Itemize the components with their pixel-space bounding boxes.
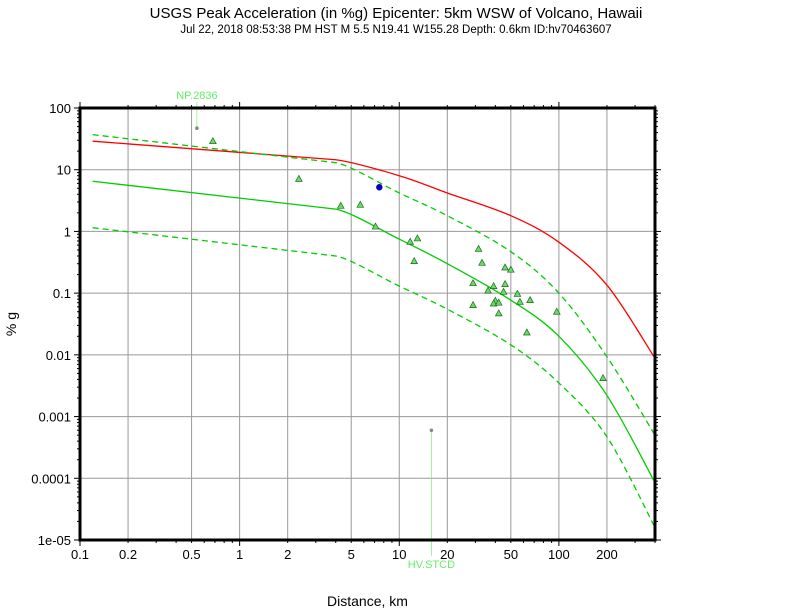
x-axis-label: Distance, km bbox=[327, 593, 408, 609]
x-tick-label: 2 bbox=[284, 547, 291, 562]
curve-median-plus-sigma bbox=[92, 134, 656, 436]
chart-title: USGS Peak Acceleration (in %g) Epicenter… bbox=[149, 5, 643, 22]
station-marker bbox=[410, 256, 419, 264]
flagged-station-point bbox=[429, 428, 434, 433]
station-marker bbox=[526, 295, 534, 303]
station-marker bbox=[406, 237, 415, 245]
station-marker bbox=[552, 307, 561, 315]
y-tick-label: 100 bbox=[49, 101, 71, 116]
station-marker bbox=[336, 201, 345, 209]
station-marker bbox=[294, 174, 303, 182]
station-marker bbox=[469, 278, 477, 287]
plot-frame bbox=[78, 106, 657, 542]
station-marker bbox=[371, 222, 380, 230]
station-marker bbox=[499, 287, 508, 295]
station-marker bbox=[494, 298, 503, 306]
epicenter-point bbox=[376, 184, 383, 191]
station-marker bbox=[599, 373, 607, 381]
y-tick-label: 0.1 bbox=[53, 286, 71, 301]
y-tick-label: 0.0001 bbox=[31, 471, 71, 486]
station-marker bbox=[489, 299, 498, 307]
station-marker bbox=[484, 286, 492, 294]
station-marker bbox=[513, 289, 522, 297]
station-marker bbox=[413, 234, 422, 242]
x-tick-label: 0.5 bbox=[183, 547, 201, 562]
y-tick-label: 1e-05 bbox=[38, 533, 71, 548]
x-tick-label: 50 bbox=[504, 547, 518, 562]
flagged-station-label: HV.STCD bbox=[408, 559, 455, 571]
station-marker bbox=[506, 265, 515, 273]
x-tick-label: 10 bbox=[392, 547, 406, 562]
y-tick-label: 0.001 bbox=[38, 410, 71, 425]
flagged-station-point bbox=[195, 126, 199, 131]
curve-median-minus-sigma bbox=[92, 227, 656, 528]
y-tick-label: 1 bbox=[64, 224, 71, 239]
station-marker bbox=[516, 297, 524, 305]
station-marker bbox=[501, 279, 509, 287]
x-tick-label: 0.2 bbox=[119, 547, 137, 562]
curve-upper-bound-red bbox=[92, 140, 656, 359]
x-tick-label: 0.1 bbox=[71, 547, 89, 562]
flagged-station-label: NP.2836 bbox=[176, 90, 217, 102]
x-tick-label: 200 bbox=[596, 547, 618, 562]
y-tick-label: 10 bbox=[57, 163, 71, 178]
y-tick-label: 0.01 bbox=[46, 348, 71, 363]
x-tick-label: 1 bbox=[236, 547, 243, 562]
x-tick-label: 5 bbox=[348, 547, 355, 562]
curve-median bbox=[92, 180, 656, 483]
y-axis-label: % g bbox=[3, 312, 19, 336]
station-marker bbox=[478, 258, 486, 266]
x-tick-label: 20 bbox=[440, 547, 454, 562]
station-marker bbox=[469, 300, 477, 308]
chart-subtitle: Jul 22, 2018 08:53:38 PM HST M 5.5 N19.4… bbox=[180, 24, 612, 36]
x-tick-label: 100 bbox=[548, 547, 570, 562]
station-marker bbox=[501, 263, 509, 271]
station-marker bbox=[489, 281, 498, 289]
station-marker bbox=[474, 244, 483, 252]
station-marker bbox=[209, 136, 217, 145]
station-marker bbox=[522, 328, 531, 336]
station-marker bbox=[494, 309, 503, 317]
station-marker bbox=[356, 200, 365, 208]
